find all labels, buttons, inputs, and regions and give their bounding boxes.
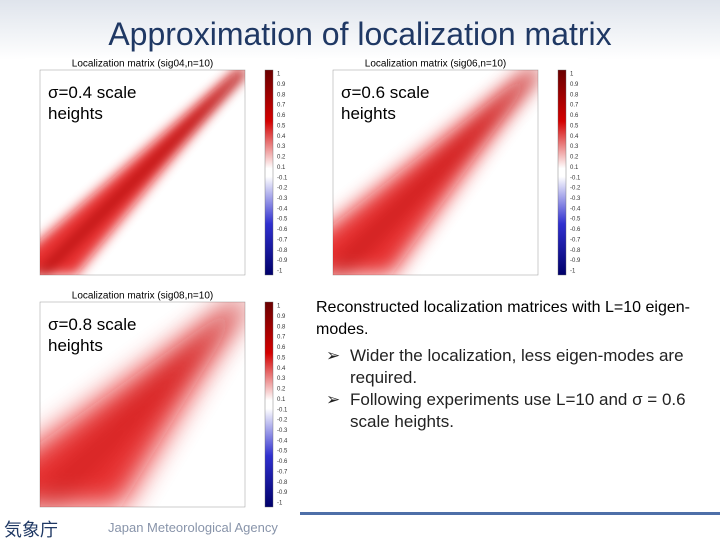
- colorbar-tick-label: 0.1: [277, 165, 286, 171]
- colorbar-tick-label: -0.3: [570, 196, 581, 202]
- colorbar-tick-label: -0.2: [570, 186, 581, 192]
- colorbar-tick-label: 0.1: [570, 165, 579, 171]
- panel-title: Localization matrix (sig04,n=10): [72, 59, 213, 70]
- colorbar-tick-label: -0.2: [277, 418, 288, 424]
- panel-label: σ=0.4 scale heights: [48, 83, 137, 123]
- agency-name: Japan Meteorological Agency: [108, 520, 278, 535]
- logo: 気象庁: [4, 520, 58, 540]
- colorbar-tick-label: 0.2: [570, 155, 579, 161]
- colorbar-tick-label: -0.7: [277, 237, 288, 243]
- colorbar-tick-label: 0.2: [277, 387, 286, 393]
- colorbar-tick-label: -0.6: [570, 227, 581, 233]
- matrix-panel: Localization matrix (sig04,n=10) σ=0.4 sc…: [25, 58, 295, 283]
- colorbar: [264, 301, 274, 508]
- colorbar: [264, 69, 274, 276]
- colorbar-tick-label: 0.7: [277, 103, 286, 109]
- colorbar-tick-label: 0.4: [277, 134, 286, 140]
- colorbar-tick-label: 0.8: [277, 324, 286, 330]
- colorbar-tick-label: -0.3: [277, 428, 288, 434]
- colorbar-tick-label: -0.6: [277, 227, 288, 233]
- colorbar-tick-label: -0.1: [570, 175, 581, 181]
- colorbar-tick-label: -0.6: [277, 459, 288, 465]
- colorbar-tick-label: 0.9: [570, 82, 579, 88]
- colorbar-tick-label: 0.9: [277, 314, 286, 320]
- colorbar-tick-label: -0.1: [277, 175, 288, 181]
- colorbar-tick-label: 0.5: [277, 123, 286, 129]
- colorbar-tick-label: 0.1: [277, 397, 286, 403]
- colorbar-tick-label: 0.7: [570, 103, 579, 109]
- colorbar-tick-label: -1: [277, 501, 283, 507]
- colorbar-tick-label: -0.5: [277, 217, 288, 223]
- colorbar-tick-label: 0.6: [570, 113, 579, 119]
- footer-rule: [300, 512, 720, 515]
- colorbar-tick-label: 0.5: [570, 123, 579, 129]
- caption: Reconstructed localization matrices with…: [316, 299, 690, 338]
- colorbar-tick-label: -0.3: [277, 196, 288, 202]
- diagonal-core: [40, 302, 245, 507]
- slide-title: Approximation of localization matrix: [108, 16, 612, 52]
- matrix-panel: Localization matrix (sig08,n=10) σ=0.8 sc…: [25, 290, 295, 515]
- colorbar-tick-label: -0.1: [277, 407, 288, 413]
- colorbar-tick-label: -1: [570, 269, 576, 275]
- colorbar-tick-label: 0.6: [277, 113, 286, 119]
- panel-title: Localization matrix (sig08,n=10): [72, 291, 213, 302]
- panel-label: σ=0.8 scale heights: [48, 315, 137, 355]
- colorbar: [557, 69, 567, 276]
- colorbar-tick-label: 0.4: [570, 134, 579, 140]
- diagonal-core: [333, 70, 538, 275]
- colorbar-tick-label: 0.9: [277, 82, 286, 88]
- matrix-panel: Localization matrix (sig06,n=10) σ=0.6 sc…: [318, 58, 588, 283]
- colorbar-tick-label: 0.4: [277, 366, 286, 372]
- title-band: [0, 0, 720, 60]
- colorbar-tick-label: 0.8: [277, 92, 286, 98]
- colorbar-tick-label: -0.5: [570, 217, 581, 223]
- colorbar-tick-label: -0.8: [277, 248, 288, 254]
- bullet-list: Wider the localization, less eigen-modes…: [326, 345, 711, 433]
- colorbar-tick-label: -0.4: [570, 206, 581, 212]
- colorbar-tick-label: -0.9: [570, 258, 581, 264]
- colorbar-tick-label: -0.7: [570, 237, 581, 243]
- panel-label: σ=0.6 scale heights: [341, 83, 430, 123]
- bullet: Following experiments use L=10 and σ = 0…: [326, 389, 711, 433]
- colorbar-tick-label: 0.6: [277, 345, 286, 351]
- colorbar-tick-label: -0.4: [277, 206, 288, 212]
- colorbar-tick-label: 1: [570, 72, 574, 78]
- colorbar-tick-label: 1: [277, 304, 281, 310]
- colorbar-tick-label: 0.2: [277, 155, 286, 161]
- colorbar-tick-label: 0.3: [570, 144, 579, 150]
- heatmap: [333, 70, 538, 275]
- colorbar-tick-label: 0.7: [277, 335, 286, 341]
- heatmap: [40, 302, 245, 507]
- bullet: Wider the localization, less eigen-modes…: [326, 345, 711, 389]
- colorbar-tick-label: 0.3: [277, 376, 286, 382]
- colorbar-tick-label: -0.9: [277, 490, 288, 496]
- diagonal-core: [40, 70, 245, 275]
- colorbar-tick-label: -0.8: [570, 248, 581, 254]
- colorbar-tick-label: -0.7: [277, 469, 288, 475]
- colorbar-tick-label: -0.4: [277, 438, 288, 444]
- colorbar-tick-label: -0.5: [277, 449, 288, 455]
- colorbar-tick-label: -0.9: [277, 258, 288, 264]
- panel-title: Localization matrix (sig06,n=10): [365, 59, 506, 70]
- colorbar-tick-label: 1: [277, 72, 281, 78]
- colorbar-tick-label: -0.8: [277, 480, 288, 486]
- heatmap: [40, 70, 245, 275]
- colorbar-tick-label: 0.8: [570, 92, 579, 98]
- colorbar-tick-label: -1: [277, 269, 283, 275]
- colorbar-tick-label: 0.5: [277, 355, 286, 361]
- colorbar-tick-label: -0.2: [277, 186, 288, 192]
- colorbar-tick-label: 0.3: [277, 144, 286, 150]
